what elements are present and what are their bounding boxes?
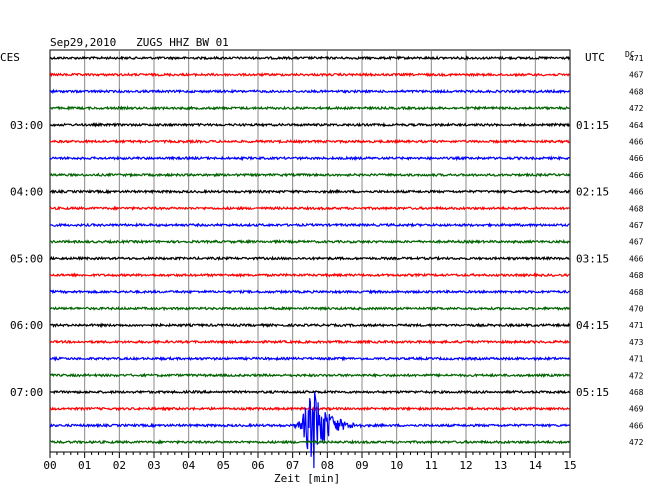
x-tick-label: 15 — [563, 459, 576, 472]
right-hour-label: 03:15 — [576, 252, 609, 265]
x-tick-label: 03 — [147, 459, 160, 472]
trace-10 — [49, 222, 570, 228]
dc-value: 466 — [629, 171, 644, 180]
traces — [49, 55, 570, 469]
x-tick-label: 08 — [321, 459, 334, 472]
grid — [84, 50, 536, 452]
trace-1 — [49, 72, 570, 78]
x-axis: 00 01 02 03 04 05 06 07 08 09 10 11 12 13 14 15 — [43, 452, 577, 472]
dc-value: 472 — [629, 371, 644, 380]
trace-3 — [49, 105, 570, 112]
trace-5 — [49, 138, 570, 145]
x-tick-label: 04 — [182, 459, 196, 472]
dc-value: 466 — [629, 154, 644, 163]
right-hour-label: 04:15 — [576, 319, 609, 332]
dc-value: 472 — [629, 104, 644, 113]
trace-7 — [49, 172, 570, 178]
dc-value: 467 — [629, 71, 644, 80]
x-tick-label: 07 — [286, 459, 299, 472]
x-tick-label: 02 — [113, 459, 126, 472]
trace-8 — [49, 188, 570, 195]
right-timezone-label: UTC — [585, 51, 605, 64]
dc-value: 469 — [629, 405, 644, 414]
left-hour-label: 07:00 — [10, 386, 43, 399]
trace-0 — [49, 55, 570, 61]
chart-title: Sep29,2010 ZUGS HHZ BW 01 — [50, 36, 229, 49]
dc-value: 464 — [629, 121, 644, 130]
trace-23 — [49, 439, 570, 445]
dc-value: 468 — [629, 87, 644, 96]
right-hour-label: 05:15 — [576, 386, 609, 399]
right-hour-label: 02:15 — [576, 186, 609, 199]
x-tick-label: 12 — [459, 459, 472, 472]
x-axis-label: Zeit [min] — [274, 472, 340, 485]
dc-value: 471 — [629, 54, 644, 63]
x-tick-label: 10 — [390, 459, 403, 472]
dc-value: 466 — [629, 254, 644, 263]
left-timezone-label: CES — [0, 51, 20, 64]
plot-frame — [49, 49, 571, 453]
x-tick-label: 00 — [43, 459, 56, 472]
dc-value: 471 — [629, 321, 644, 330]
x-tick-label: 09 — [355, 459, 368, 472]
dc-value: 467 — [629, 221, 644, 230]
trace-4 — [49, 121, 570, 128]
left-hour-label: 04:00 — [10, 186, 43, 199]
trace-2 — [49, 88, 570, 95]
left-hour-label: 05:00 — [10, 252, 43, 265]
trace-12 — [49, 255, 570, 262]
right-hour-label: 01:15 — [576, 119, 609, 132]
trace-11 — [49, 238, 570, 245]
dc-value: 473 — [629, 338, 644, 347]
dc-value: 466 — [629, 188, 644, 197]
x-tick-label: 13 — [494, 459, 507, 472]
trace-14 — [49, 288, 570, 295]
x-tick-label: 06 — [251, 459, 264, 472]
dc-value: 471 — [629, 355, 644, 364]
trace-19 — [49, 372, 570, 379]
trace-6 — [49, 155, 570, 162]
dc-value: 468 — [629, 204, 644, 213]
x-tick-label: 14 — [529, 459, 543, 472]
trace-20 — [50, 389, 570, 395]
trace-9 — [49, 205, 570, 212]
dc-value: 468 — [629, 388, 644, 397]
x-tick-label: 01 — [78, 459, 91, 472]
trace-17 — [49, 339, 570, 345]
dc-value: 466 — [629, 138, 644, 147]
side-labels: 03:00 04:00 05:00 06:00 07:00 01:15 02:15 03:15… — [10, 54, 644, 447]
dc-value: 466 — [629, 421, 644, 430]
left-hour-label: 06:00 — [10, 319, 43, 332]
dc-label: DC — [625, 50, 635, 59]
trace-16 — [49, 322, 570, 329]
left-hour-label: 03:00 — [10, 119, 43, 132]
x-tick-label: 11 — [425, 459, 438, 472]
trace-18 — [49, 355, 570, 362]
dc-value: 468 — [629, 271, 644, 280]
dc-value: 468 — [629, 288, 644, 297]
dc-value: 470 — [629, 305, 644, 314]
trace-13 — [49, 272, 570, 279]
trace-15 — [49, 305, 570, 312]
dc-value: 472 — [629, 438, 644, 447]
x-tick-label: 05 — [217, 459, 230, 472]
dc-value: 467 — [629, 238, 644, 247]
trace-22 — [49, 391, 570, 469]
